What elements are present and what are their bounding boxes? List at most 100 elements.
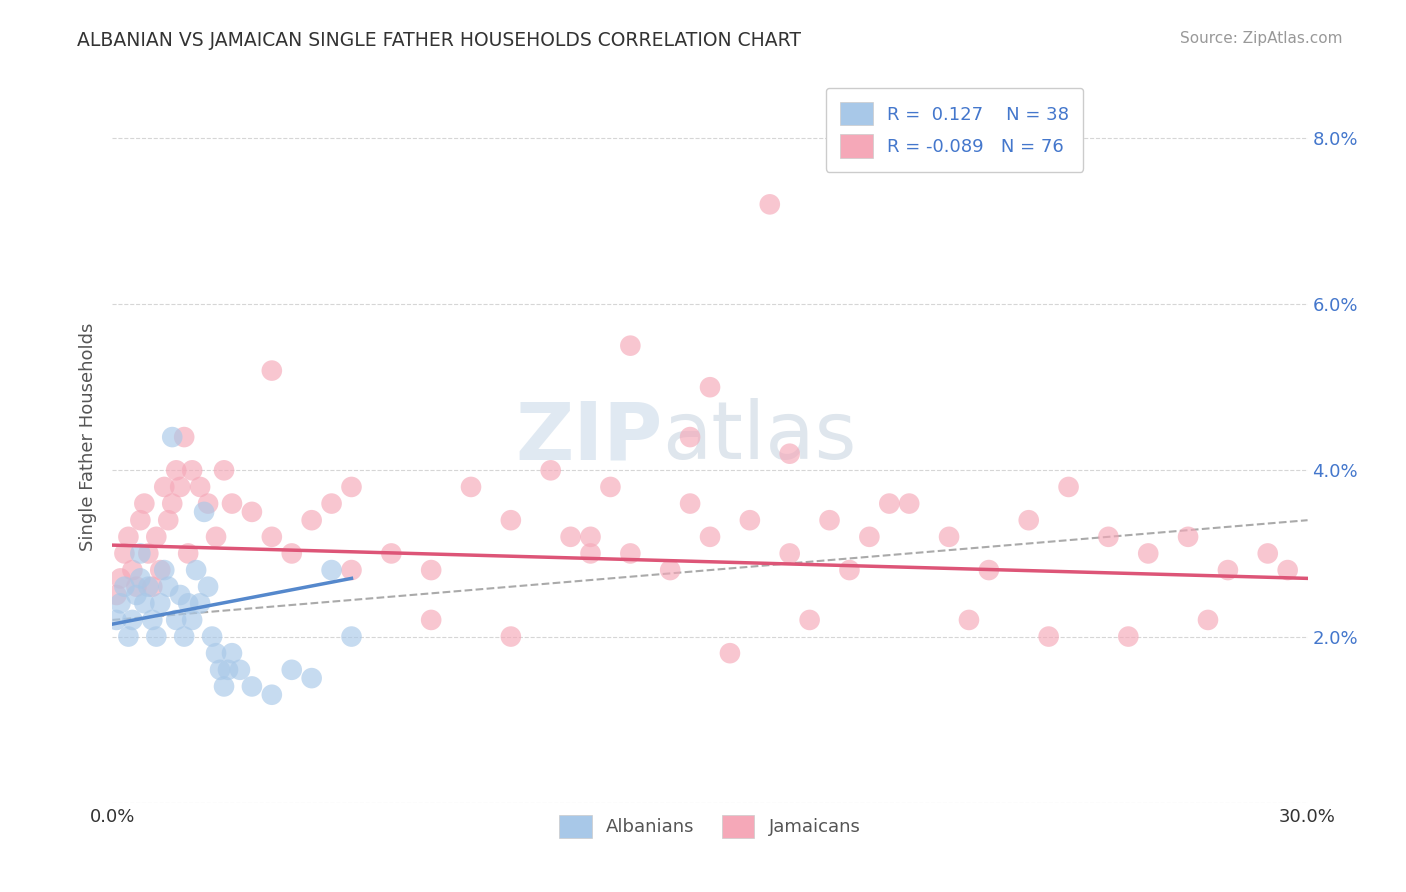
Point — [110, 596, 132, 610]
Point — [1177, 530, 1199, 544]
Point — [579, 530, 602, 544]
Point — [340, 630, 363, 644]
Point — [281, 546, 304, 560]
Point — [1277, 563, 1299, 577]
Point — [759, 197, 782, 211]
Point — [201, 630, 224, 644]
Point — [162, 430, 183, 444]
Point — [125, 588, 148, 602]
Point — [679, 430, 702, 444]
Point — [165, 463, 187, 477]
Point — [134, 497, 156, 511]
Point — [1197, 613, 1219, 627]
Point — [145, 530, 167, 544]
Point — [110, 571, 132, 585]
Point — [153, 480, 176, 494]
Point — [169, 588, 191, 602]
Point — [125, 580, 148, 594]
Point — [779, 447, 801, 461]
Point — [145, 630, 167, 644]
Point — [321, 563, 343, 577]
Text: ZIP: ZIP — [515, 398, 662, 476]
Point — [301, 671, 323, 685]
Point — [141, 613, 163, 627]
Point — [260, 363, 283, 377]
Point — [1057, 480, 1080, 494]
Point — [181, 613, 204, 627]
Point — [141, 580, 163, 594]
Point — [1118, 630, 1140, 644]
Point — [499, 630, 522, 644]
Point — [186, 563, 208, 577]
Point — [718, 646, 741, 660]
Point — [659, 563, 682, 577]
Point — [114, 546, 135, 560]
Point — [260, 530, 283, 544]
Point — [499, 513, 522, 527]
Point — [221, 497, 243, 511]
Point — [173, 630, 195, 644]
Point — [977, 563, 1000, 577]
Point — [193, 505, 215, 519]
Point — [260, 688, 283, 702]
Point — [138, 580, 160, 594]
Point — [380, 546, 402, 560]
Point — [1018, 513, 1040, 527]
Point — [105, 588, 128, 602]
Point — [212, 680, 235, 694]
Point — [129, 513, 152, 527]
Point — [679, 497, 702, 511]
Legend: Albanians, Jamaicans: Albanians, Jamaicans — [553, 807, 868, 845]
Point — [1137, 546, 1160, 560]
Point — [114, 580, 135, 594]
Point — [779, 546, 801, 560]
Point — [121, 613, 143, 627]
Point — [957, 613, 980, 627]
Point — [177, 596, 200, 610]
Point — [858, 530, 880, 544]
Point — [838, 563, 860, 577]
Point — [321, 497, 343, 511]
Point — [540, 463, 562, 477]
Point — [173, 430, 195, 444]
Point — [229, 663, 252, 677]
Point — [205, 530, 228, 544]
Point — [699, 530, 721, 544]
Point — [129, 571, 152, 585]
Point — [157, 513, 180, 527]
Point — [240, 680, 263, 694]
Point — [117, 530, 139, 544]
Point — [188, 480, 211, 494]
Point — [177, 546, 200, 560]
Point — [599, 480, 621, 494]
Point — [938, 530, 960, 544]
Text: Source: ZipAtlas.com: Source: ZipAtlas.com — [1180, 31, 1343, 46]
Point — [281, 663, 304, 677]
Point — [121, 563, 143, 577]
Point — [619, 546, 641, 560]
Point — [197, 497, 219, 511]
Point — [205, 646, 228, 660]
Point — [153, 563, 176, 577]
Point — [1216, 563, 1239, 577]
Point — [117, 630, 139, 644]
Point — [738, 513, 761, 527]
Point — [340, 563, 363, 577]
Point — [1038, 630, 1060, 644]
Point — [1097, 530, 1119, 544]
Point — [799, 613, 821, 627]
Point — [1257, 546, 1279, 560]
Y-axis label: Single Father Households: Single Father Households — [79, 323, 97, 551]
Point — [134, 596, 156, 610]
Point — [340, 480, 363, 494]
Point — [181, 463, 204, 477]
Text: atlas: atlas — [662, 398, 856, 476]
Point — [560, 530, 582, 544]
Point — [188, 596, 211, 610]
Text: ALBANIAN VS JAMAICAN SINGLE FATHER HOUSEHOLDS CORRELATION CHART: ALBANIAN VS JAMAICAN SINGLE FATHER HOUSE… — [77, 31, 801, 50]
Point — [699, 380, 721, 394]
Point — [301, 513, 323, 527]
Point — [579, 546, 602, 560]
Point — [157, 580, 180, 594]
Point — [879, 497, 901, 511]
